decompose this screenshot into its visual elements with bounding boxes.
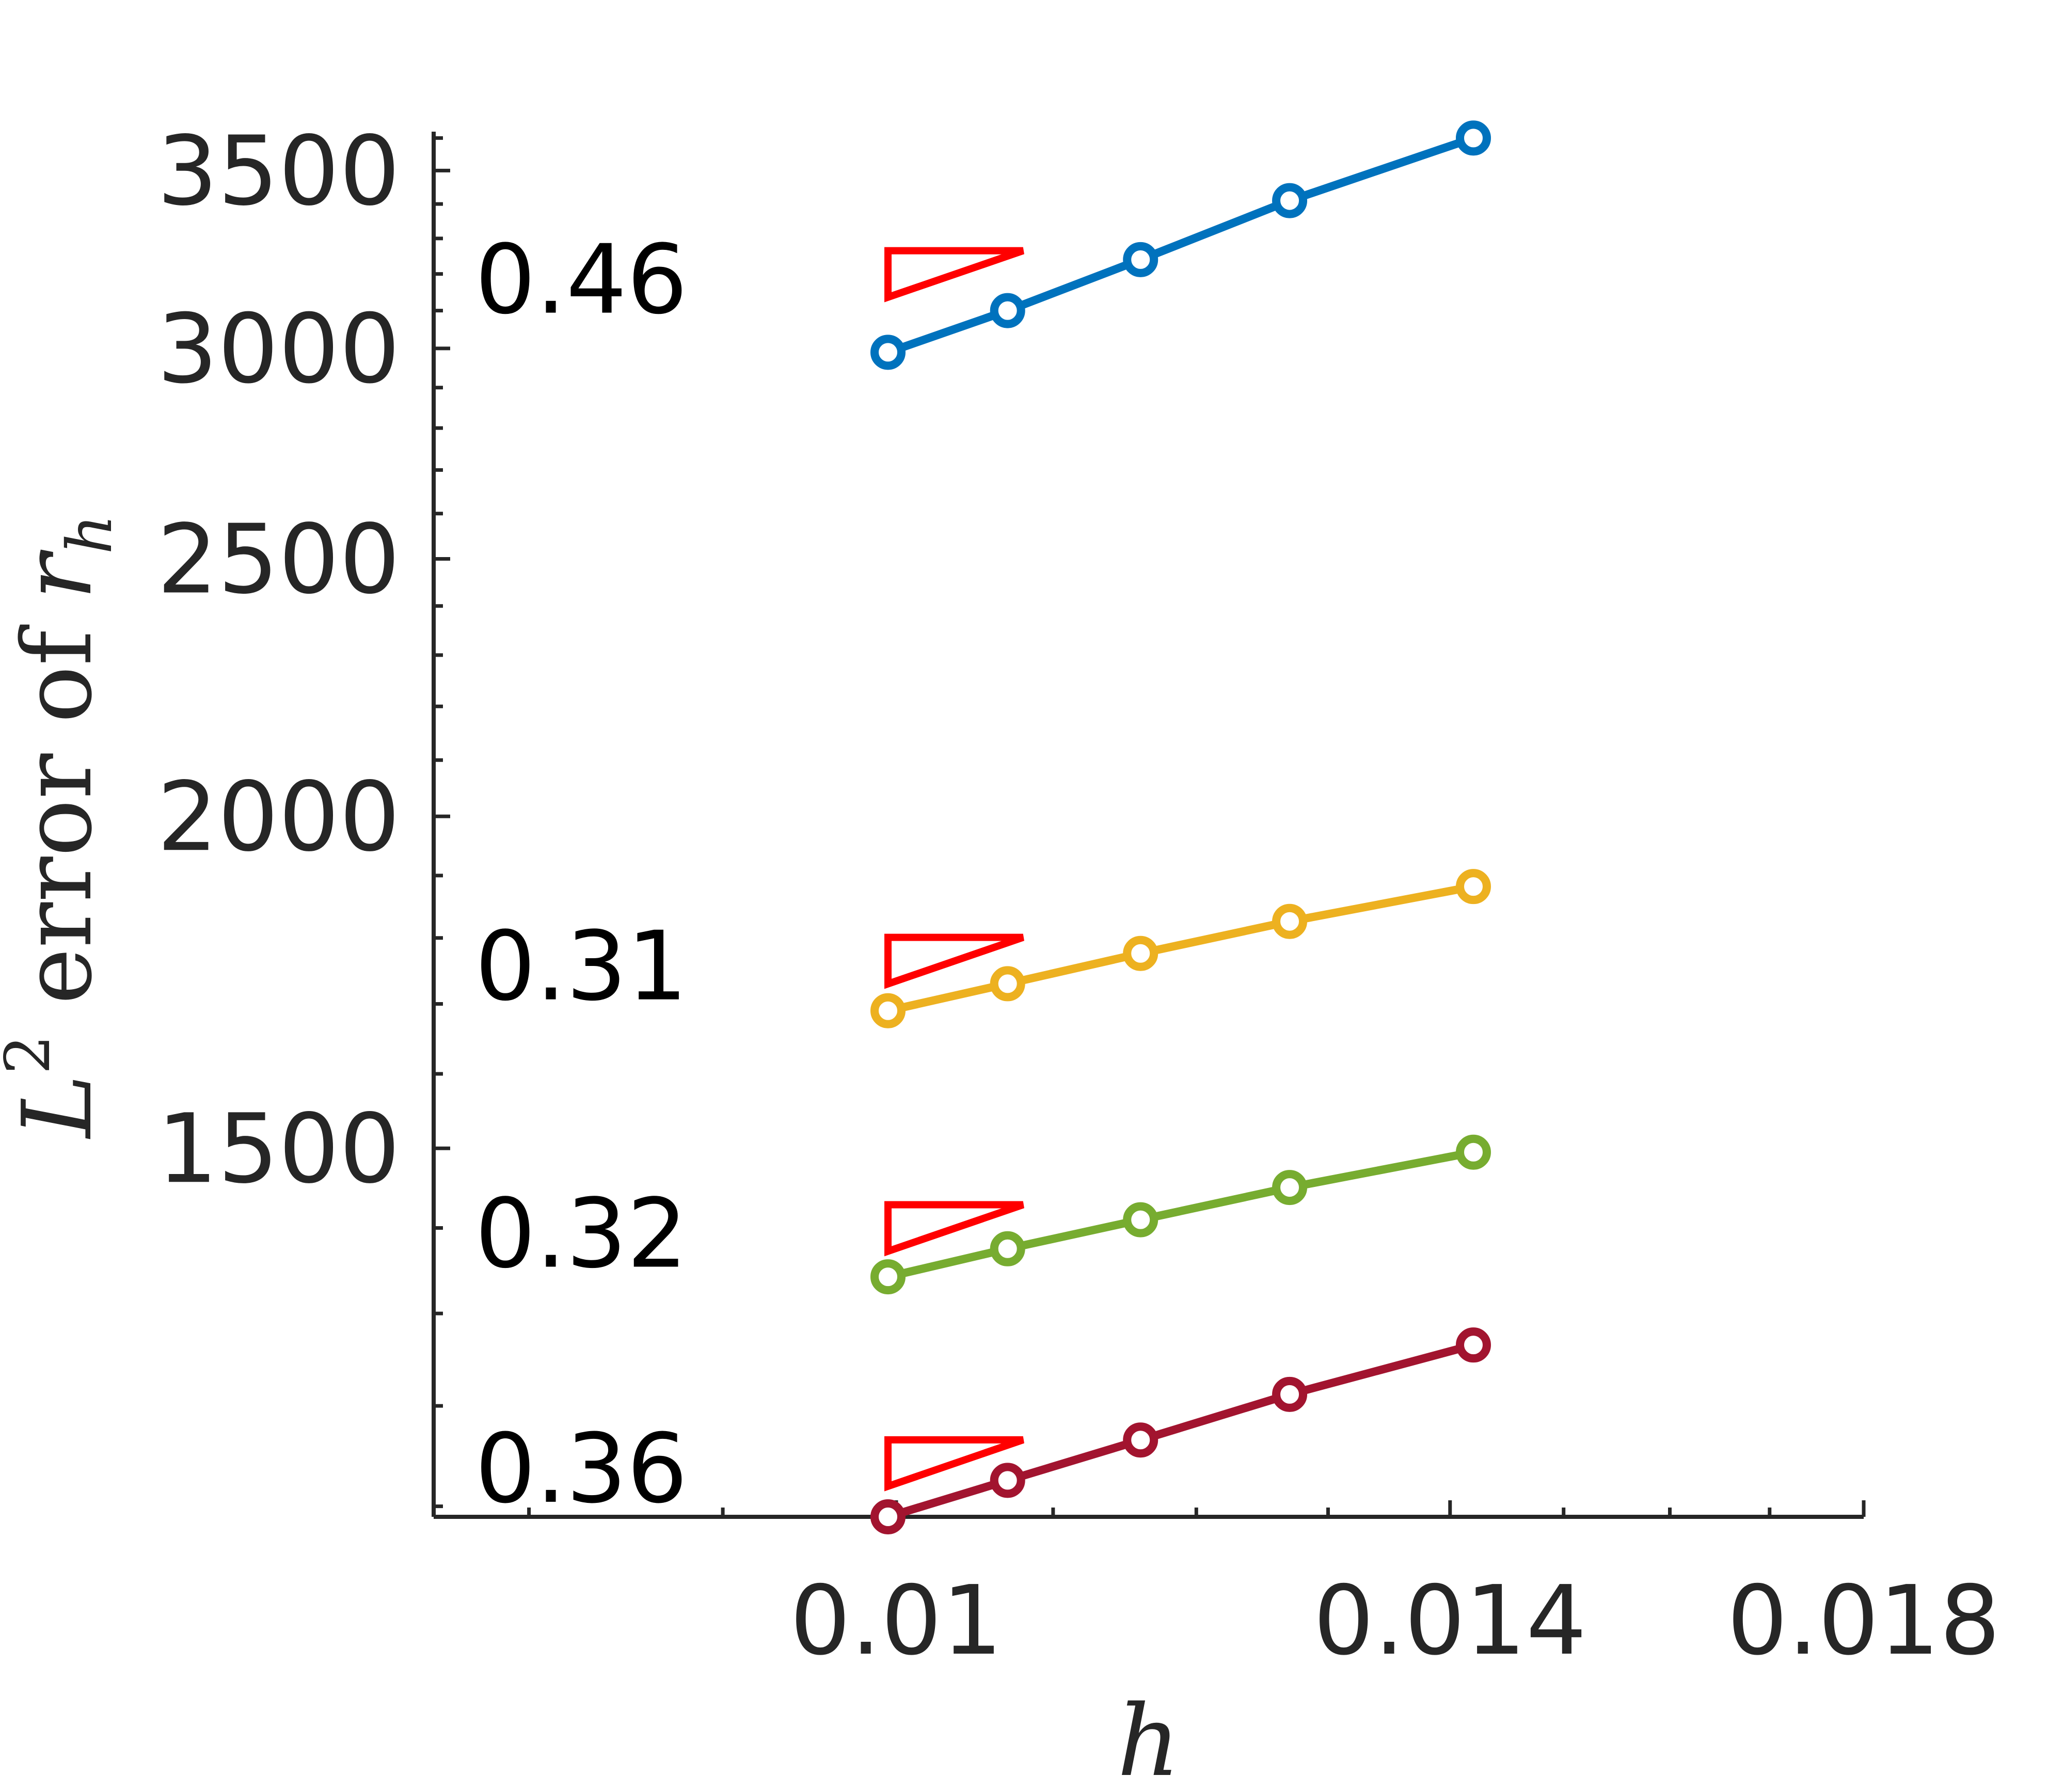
data-point — [1123, 242, 1158, 277]
slope-triangle — [884, 933, 1024, 989]
series-line — [886, 1341, 1475, 1521]
y-tick-label: 1500 — [157, 1093, 400, 1204]
axes — [432, 132, 1866, 1519]
series-3 — [870, 1327, 1491, 1534]
x-tick-label: 0.01 — [790, 1565, 1003, 1676]
series-0 — [870, 120, 1491, 370]
data-point — [1455, 1134, 1491, 1170]
data-point — [1455, 120, 1491, 156]
series-line — [887, 1148, 1474, 1281]
series-line — [887, 882, 1474, 1015]
x-tick-label: 0.018 — [1727, 1565, 2001, 1676]
series-layer — [870, 120, 1491, 1534]
data-point — [870, 1499, 906, 1534]
data-point — [870, 335, 906, 370]
slope-triangles — [884, 247, 1024, 1492]
data-point — [990, 293, 1025, 328]
x-axis-label: h — [1117, 1684, 1180, 1792]
data-point — [1272, 903, 1308, 939]
y-tick-label: 2500 — [157, 503, 400, 615]
data-point — [990, 1463, 1025, 1498]
data-point — [1455, 1327, 1491, 1363]
rate-label: 0.46 — [475, 224, 688, 336]
data-point — [1123, 1202, 1158, 1238]
series-line — [886, 134, 1475, 356]
data-point — [870, 993, 906, 1028]
y-label-var: r — [2, 549, 113, 600]
series-1 — [870, 869, 1491, 1028]
y-label-subscript: h — [54, 514, 126, 554]
data-point — [990, 1231, 1025, 1266]
y-tick-label: 3000 — [157, 293, 400, 405]
rate-label: 0.32 — [475, 1178, 688, 1290]
y-tick-label: 2000 — [157, 761, 400, 873]
data-point — [1123, 935, 1158, 971]
x-tick-label: 0.014 — [1313, 1565, 1587, 1676]
y-label-base: L — [2, 1074, 113, 1139]
slope-triangle — [884, 1201, 1024, 1257]
series-2 — [870, 1134, 1491, 1295]
rate-label: 0.36 — [475, 1413, 688, 1525]
slope-triangle — [884, 247, 1024, 303]
data-point — [870, 1259, 906, 1295]
data-point — [1123, 1422, 1158, 1458]
y-axis-label: L2 error of rh — [0, 514, 126, 1139]
rate-label: 0.31 — [475, 911, 688, 1022]
data-point — [1272, 1376, 1308, 1412]
y-label-superscript: 2 — [0, 1035, 64, 1074]
y-tick-label: 3500 — [157, 115, 400, 227]
data-point — [1272, 1170, 1308, 1206]
slope-triangle — [884, 1436, 1024, 1492]
y-label-text: error of — [2, 600, 113, 1035]
data-point — [1455, 869, 1491, 905]
data-point — [1272, 183, 1308, 218]
data-point — [990, 966, 1025, 1002]
